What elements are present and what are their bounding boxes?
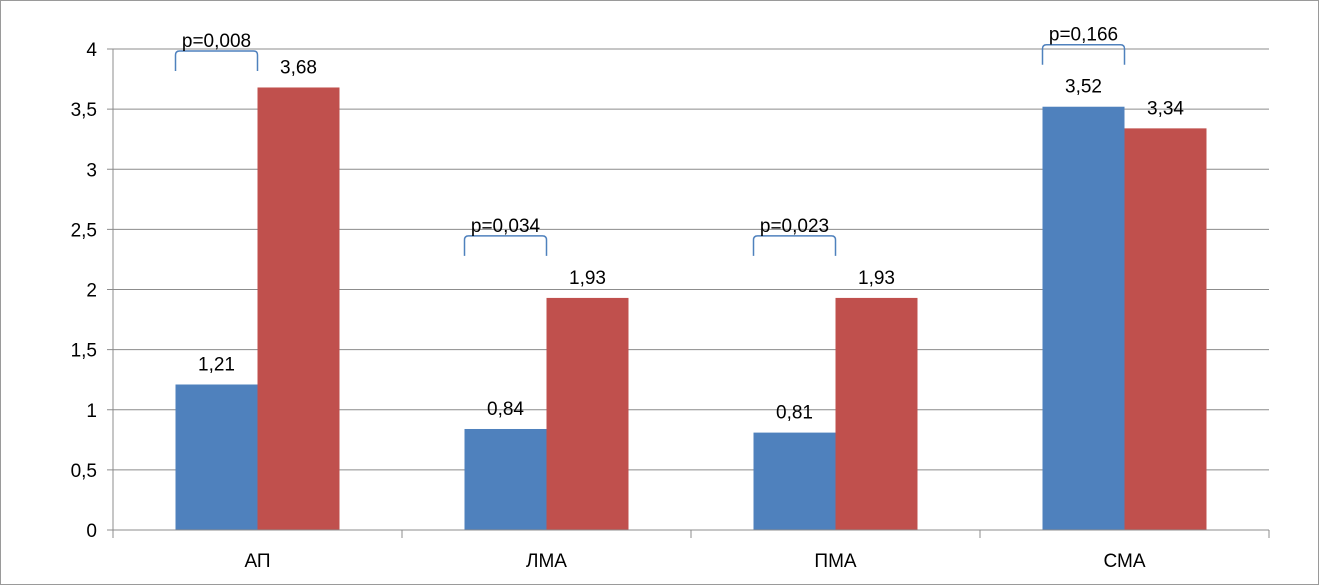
- y-tick-label: 4: [86, 40, 97, 61]
- y-tick-label: 0: [86, 521, 97, 542]
- significance-bracket: [1041, 43, 1126, 65]
- bar: [257, 87, 340, 530]
- bars: [175, 87, 1207, 530]
- x-tick-label: СМА: [1103, 551, 1145, 572]
- significance-bracket: [752, 235, 837, 256]
- y-tick-label: 0,5: [71, 461, 97, 482]
- p-value-label: p=0,023: [760, 216, 829, 237]
- bar-value-label: 0,81: [776, 403, 813, 424]
- bar: [1124, 128, 1207, 530]
- bar: [835, 297, 918, 530]
- p-value-label: p=0,008: [182, 31, 251, 52]
- bar-value-label: 1,93: [858, 268, 895, 289]
- axes: 0 0,5 1 1,5 2 2,5 3 3,5 4 АП ЛМА ПМА СМА: [71, 40, 1270, 572]
- y-tick-label: 2,5: [71, 220, 97, 241]
- bar: [175, 384, 258, 530]
- data-labels: 1,21 3,68 0,84 1,93 0,81 1,93 3,52 3,34: [198, 57, 1184, 423]
- p-value-annotations: p=0,008 p=0,034 p=0,023 p=0,166: [174, 25, 1126, 256]
- y-tick-label: 3,5: [71, 100, 97, 121]
- bar-value-label: 0,84: [487, 399, 524, 420]
- y-tick-label: 1: [86, 401, 97, 422]
- x-tick-label: ЛМА: [526, 551, 567, 572]
- bar-value-label: 1,21: [198, 354, 235, 375]
- significance-bracket: [174, 50, 259, 71]
- y-tick-label: 3: [86, 160, 97, 181]
- significance-bracket: [463, 235, 548, 256]
- p-value-label: p=0,034: [471, 216, 541, 237]
- y-tick-label: 2: [86, 281, 97, 302]
- bar: [464, 428, 547, 530]
- p-value-label: p=0,166: [1049, 25, 1118, 46]
- y-tick-label: 1,5: [71, 341, 97, 362]
- bar: [1042, 106, 1125, 530]
- bar: [753, 432, 836, 530]
- x-tick-label: ПМА: [814, 551, 856, 572]
- bar-value-label: 3,52: [1065, 77, 1102, 98]
- x-tick-label: АП: [244, 551, 270, 572]
- bar-value-label: 3,34: [1147, 98, 1184, 119]
- bar: [546, 297, 629, 530]
- bar-value-label: 1,93: [569, 268, 606, 289]
- bar-value-label: 3,68: [280, 57, 317, 78]
